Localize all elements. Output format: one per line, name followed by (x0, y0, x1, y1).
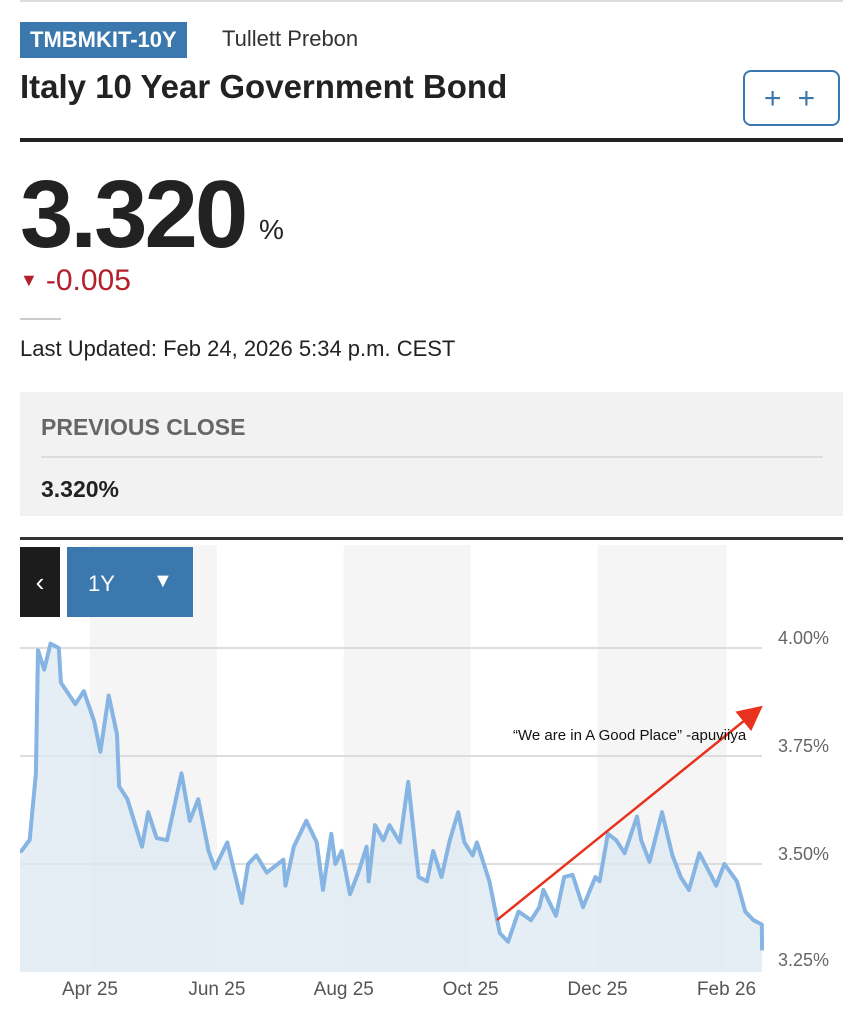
x-tick-label: Jun 25 (188, 979, 245, 1000)
range-value: 1Y (88, 571, 115, 596)
series-line (19, 641, 764, 951)
page-title: Italy 10 Year Government Bond (20, 68, 508, 105)
y-tick-label: 4.00% (778, 628, 829, 648)
range-selector[interactable]: 1Y ▼ (67, 547, 193, 617)
current-yield: 3.320 (20, 161, 248, 268)
x-tick-label: Dec 25 (567, 979, 627, 1000)
annotation-text: “We are in A Good Place” -apuviiya (513, 727, 747, 744)
annotation-arrow (496, 705, 763, 921)
y-tick-label: 3.25% (778, 950, 829, 970)
top-divider (20, 0, 843, 2)
yield-unit: % (259, 214, 284, 245)
previous-close-value: 3.320% (41, 476, 120, 502)
previous-close-panel: PREVIOUS CLOSE 3.320% (20, 392, 843, 516)
chart-divider (20, 537, 843, 540)
x-tick-label: Apr 25 (62, 979, 118, 1000)
ticker-badge: TMBMKIT-10Y (20, 22, 187, 58)
x-tick-label: Feb 26 (697, 979, 756, 1000)
previous-close-label: PREVIOUS CLOSE (41, 414, 246, 440)
short-divider (20, 318, 61, 320)
panel-divider (41, 456, 823, 458)
last-updated: Last Updated: Feb 24, 2026 5:34 p.m. CES… (20, 336, 456, 361)
change-value: -0.005 (45, 264, 131, 297)
header-divider (20, 138, 843, 142)
data-source: Tullett Prebon (222, 26, 359, 51)
x-tick-label: Oct 25 (443, 979, 499, 1000)
add-to-watchlist-button[interactable]: + + (743, 70, 840, 126)
y-tick-label: 3.75% (778, 736, 829, 756)
yield-change: ▼ -0.005 (20, 264, 131, 298)
caret-down-icon: ▼ (153, 570, 173, 592)
annotation: “We are in A Good Place” -apuviiya (496, 705, 763, 921)
y-tick-label: 3.50% (778, 844, 829, 864)
yield-chart: 4.00% 3.75% 3.50% 3.25% Apr 25 Jun 25 Aug 25 O… (19, 545, 829, 1000)
x-tick-label: Aug 25 (314, 979, 374, 1000)
down-triangle-icon: ▼ (20, 270, 38, 290)
back-button[interactable]: ‹ (20, 547, 60, 617)
